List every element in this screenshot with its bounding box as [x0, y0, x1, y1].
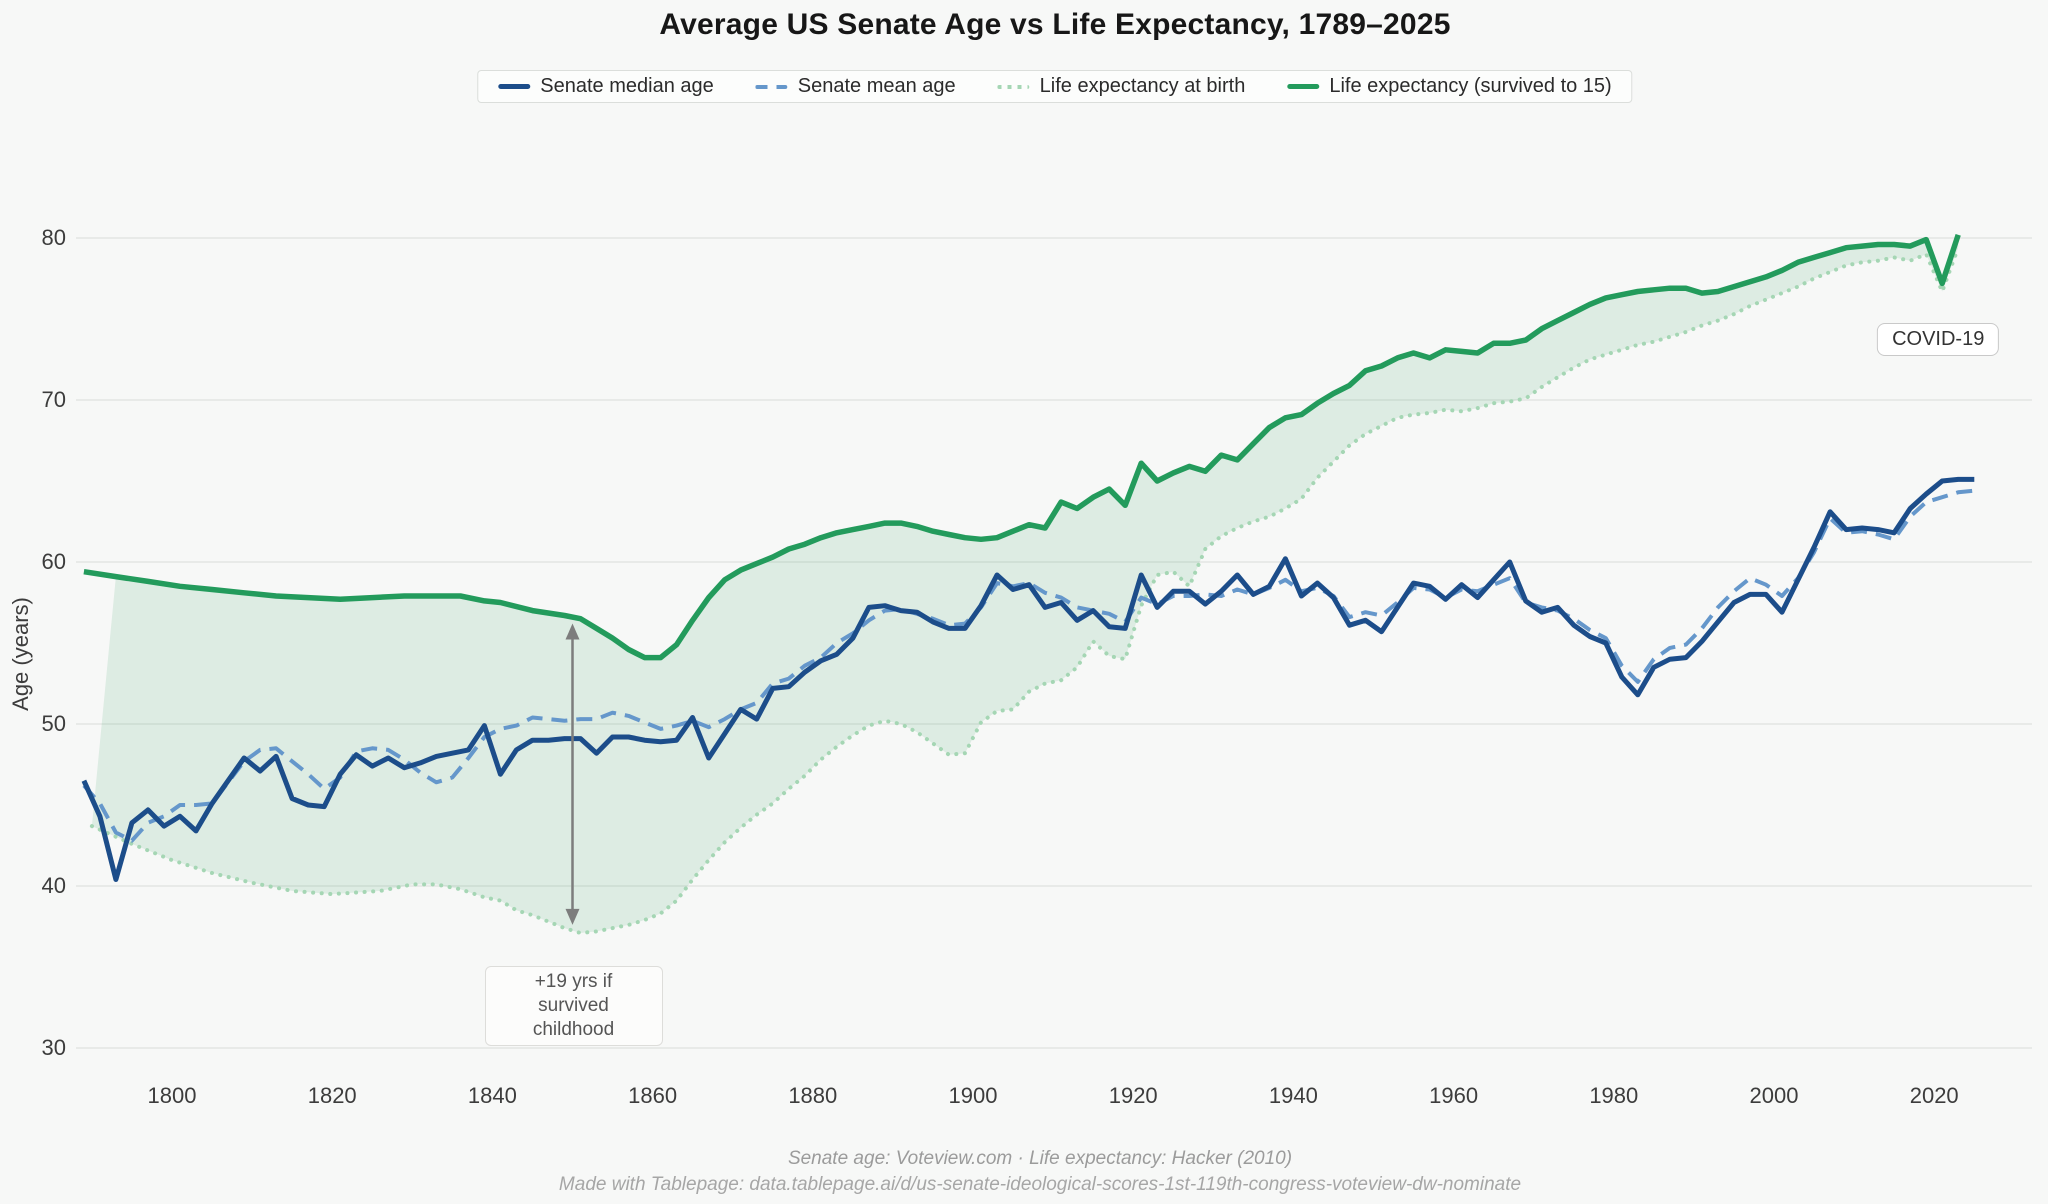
childhood-annotation-line2: survived childhood — [532, 994, 615, 1040]
arrow-head-up-icon — [565, 623, 580, 640]
birth-dotted-swatch-icon — [997, 84, 1030, 89]
covid-annotation: COVID-19 — [1877, 323, 2000, 357]
y-tick-label: 60 — [42, 549, 66, 574]
childhood-annotation-line1: +19 yrs if — [534, 970, 613, 992]
legend-label: Senate mean age — [797, 75, 956, 97]
legend-item-life-expectancy-survived15[interactable]: Life expectancy (survived to 15) — [1287, 75, 1612, 98]
covid-annotation-label: COVID-19 — [1892, 328, 1985, 351]
x-tick-label: 1980 — [1589, 1083, 1638, 1108]
x-tick-label: 1860 — [628, 1083, 677, 1108]
legend-item-senate-median[interactable]: Senate median age — [498, 75, 714, 98]
x-tick-label: 1820 — [308, 1083, 357, 1108]
x-tick-label: 1840 — [468, 1083, 517, 1108]
series-line-birth — [89, 245, 1961, 935]
legend-label: Life expectancy at birth — [1039, 75, 1246, 97]
legend-item-life-expectancy-birth[interactable]: Life expectancy at birth — [997, 75, 1246, 98]
y-tick-label: 40 — [42, 873, 66, 898]
legend-item-senate-mean[interactable]: Senate mean age — [755, 75, 956, 98]
x-tick-label: 1960 — [1429, 1083, 1478, 1108]
y-tick-label: 50 — [42, 711, 66, 736]
x-tick-label: 1880 — [788, 1083, 837, 1108]
legend-label: Senate median age — [540, 75, 714, 97]
x-tick-label: 1920 — [1109, 1083, 1158, 1108]
legend-label: Life expectancy (survived to 15) — [1329, 75, 1612, 97]
legend: Senate median age Senate mean age Life e… — [477, 70, 1633, 103]
footer-madewith-line: Made with Tablepage: data.tablepage.ai/d… — [558, 1174, 1522, 1195]
childhood-annotation: +19 yrs if survived childhood — [484, 965, 663, 1046]
y-tick-label: 80 — [42, 225, 66, 250]
y-tick-label: 70 — [42, 387, 66, 412]
survived15-line-swatch-icon — [1287, 84, 1320, 89]
x-tick-label: 1940 — [1269, 1083, 1318, 1108]
arrow-head-down-icon — [565, 908, 580, 925]
y-tick-label: 30 — [42, 1035, 66, 1060]
series-line-surv15 — [83, 233, 1961, 661]
mean-dashed-swatch-icon — [755, 84, 788, 89]
x-tick-label: 1800 — [148, 1083, 197, 1108]
chart-title: Average US Senate Age vs Life Expectancy… — [659, 8, 1451, 41]
x-tick-label: 2000 — [1750, 1083, 1799, 1108]
series-line-mean — [82, 488, 1975, 843]
x-tick-label: 2020 — [1910, 1083, 1959, 1108]
footer-source-line: Senate age: Voteview.com · Life expectan… — [787, 1148, 1293, 1169]
median-line-swatch-icon — [498, 84, 531, 89]
x-tick-label: 1900 — [949, 1083, 998, 1108]
series-line-median — [81, 476, 1975, 882]
